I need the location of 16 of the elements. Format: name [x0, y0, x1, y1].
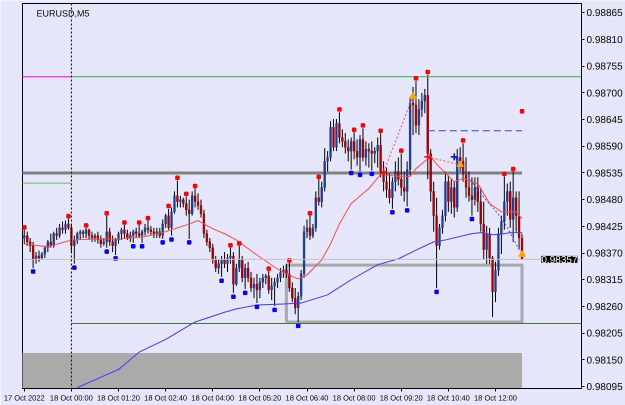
- y-tick-label: 0.98535: [586, 168, 624, 180]
- y-tick-label: 0.98095: [586, 382, 624, 394]
- y-tick-label: 0.98315: [586, 275, 624, 286]
- y-tick-label: 0.98370: [586, 248, 624, 260]
- y-tick-label: 0.98425: [586, 222, 624, 233]
- y-tick-label: 0.98645: [586, 115, 624, 126]
- y-tick-label: 0.98150: [586, 355, 624, 366]
- y-tick-label: 0.98755: [586, 62, 624, 73]
- y-tick-label: 0.98205: [586, 328, 624, 340]
- y-tick-label: 0.98260: [586, 302, 624, 313]
- y-tick-label: 0.98810: [586, 34, 624, 46]
- y-tick-label: 0.98865: [586, 8, 624, 20]
- y-tick-label: 0.98590: [586, 142, 624, 153]
- y-tick-label: 0.98700: [586, 88, 624, 100]
- y-tick-label: 0.98480: [586, 195, 624, 206]
- text: EURUSD,M5: [36, 8, 90, 18]
